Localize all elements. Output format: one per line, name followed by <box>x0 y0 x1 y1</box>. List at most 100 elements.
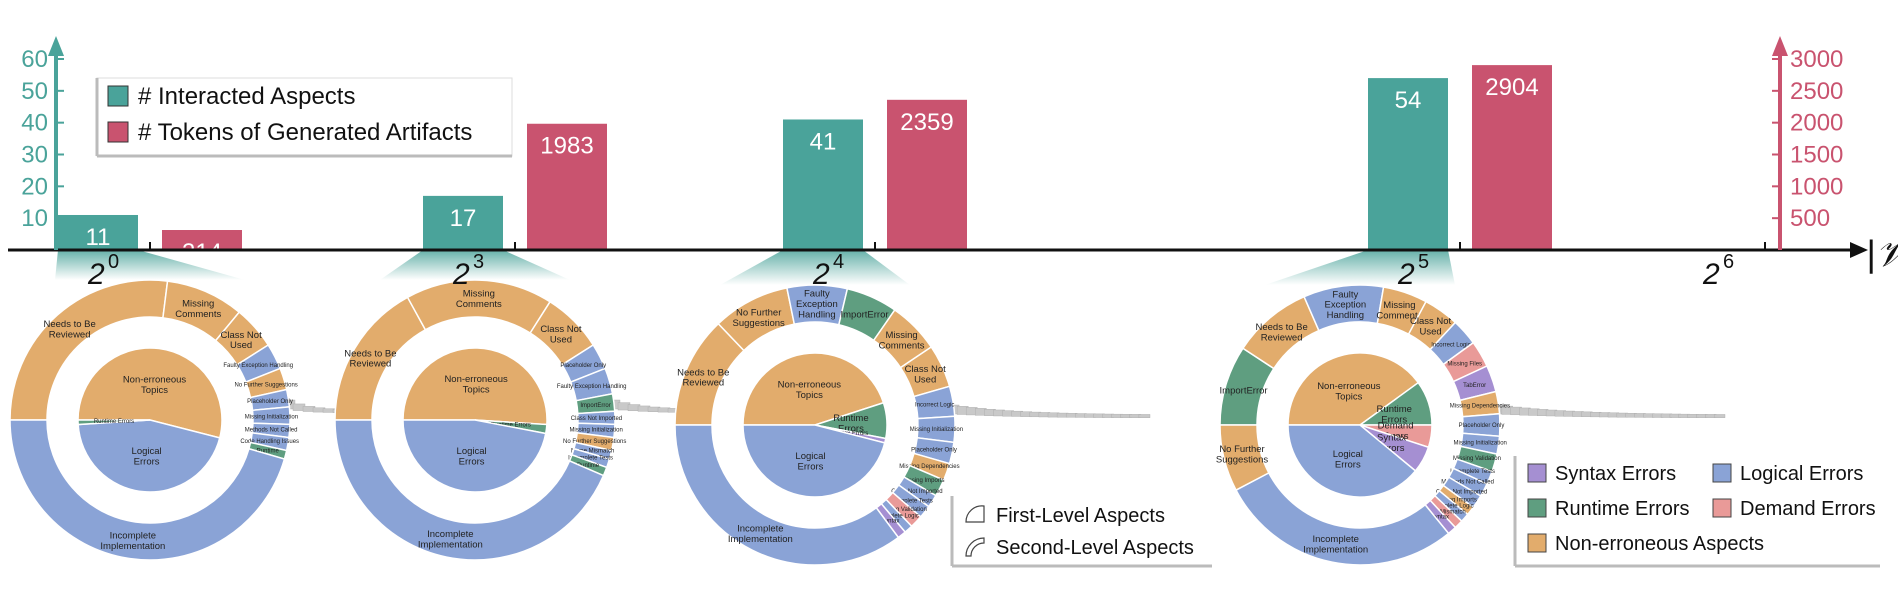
outer-segment-label: Methods Not Called <box>245 428 298 434</box>
outer-segment-label: TabError <box>1463 383 1486 389</box>
outer-segment-label-line: Incomplete <box>737 524 783 535</box>
outer-segment-label-line: Missing Initialization <box>245 414 298 420</box>
outer-segment <box>235 343 282 384</box>
outer-segment-label-line: Methods Not Called <box>245 428 298 434</box>
outer-segment-label: Class Not Used <box>221 330 263 351</box>
outer-segment <box>891 483 930 518</box>
outer-segment-label: Syntax <box>1431 515 1449 521</box>
interacted-aspects-bar <box>783 119 863 250</box>
bar-to-donut-fan <box>720 250 910 285</box>
right-y-axis-arrow <box>1772 36 1788 56</box>
outer-segment-label-line: Needs to Be <box>344 348 396 359</box>
right-y-tick-label: 500 <box>1790 205 1830 232</box>
outer-segment-label-line: Handling <box>798 309 836 320</box>
inner-segment <box>77 419 151 426</box>
donut-0: Non-erroneous Topics Logical Errors Runtime … <box>9 279 299 561</box>
outer-segment-label: ImportError <box>580 403 610 409</box>
tokens-value: 1983 <box>540 133 593 160</box>
x-tick-label: 2 <box>812 258 830 291</box>
outer-segment <box>837 287 896 342</box>
outer-segment-label-line: ImportError <box>1220 386 1268 397</box>
left-y-axis-arrow <box>48 36 64 56</box>
x-tick-label: 2 <box>452 258 470 291</box>
inner-segment-label-line: Errors <box>1379 443 1405 454</box>
outer-segment <box>908 452 951 482</box>
inner-segment-label: Non-erroneous Topics <box>123 374 187 395</box>
outer-segment <box>897 475 937 508</box>
tokens-bar <box>1472 65 1552 250</box>
bar-legend-box <box>96 77 513 157</box>
inner-segment-label-line: Non-erroneous <box>1317 381 1381 392</box>
outer-segment-label-line: Missing Dependencies <box>899 464 959 470</box>
inner-segment-label: Runtime Errors <box>94 419 134 425</box>
outer-segment-label-line: Placeholder Only <box>911 447 957 453</box>
outer-segment-label: Faulty Exception Handling <box>796 288 838 320</box>
outer-segment-label-line: Handling <box>1327 310 1365 321</box>
outer-segment-label: Missing Files <box>1447 362 1482 368</box>
outer-segment-label-line: Incomplete Logic <box>1428 504 1473 510</box>
outer-segment-label: Incorrect Logic <box>915 402 954 408</box>
outer-segment <box>885 491 922 528</box>
category-label: Syntax Errors <box>1555 463 1676 485</box>
category-swatch <box>1712 463 1732 483</box>
bar-to-donut-fan <box>55 250 245 280</box>
outer-segment-label: Class Not Used <box>905 364 947 385</box>
left-y-tick-label: 20 <box>21 173 48 200</box>
outer-segment-label-line: ImportError <box>580 403 610 409</box>
outer-segment-label: Missing Validation <box>1453 456 1501 462</box>
outer-segment <box>717 286 796 352</box>
outer-segment <box>1376 286 1428 336</box>
outer-segment-label-line: Code Handling Issues <box>240 439 299 445</box>
outer-segment <box>1442 476 1482 509</box>
interacted-aspects-value: 11 <box>86 224 111 251</box>
outer-segment-label: Incomplete Tests <box>1450 469 1495 475</box>
inner-segment-label-line: Topics <box>463 385 490 396</box>
right-y-tick-label: 1000 <box>1790 173 1843 200</box>
outer-segment-label-line: Faulty Exception Handling <box>223 363 293 369</box>
inner-segment-label-line: Logical <box>1333 449 1363 460</box>
inner-segment-label: Runtime Errors <box>491 423 531 429</box>
x-axis-arrow <box>1850 242 1868 258</box>
inner-segment-label-line: Runtime Errors <box>94 419 134 425</box>
outer-segment-label-line: Reviewed <box>682 378 724 389</box>
legend-label-tokens: # Tokens of Generated Artifacts <box>138 119 472 146</box>
outer-segment-label-line: Reviewed <box>1261 333 1303 344</box>
outer-segment-label-line: Class Not Imported <box>891 489 942 495</box>
outer-segment-label: No Further Suggestions <box>733 307 786 328</box>
outer-segment-label: Type Mismatch <box>1425 509 1465 515</box>
outer-segment-label: Incorrect Logic <box>1431 343 1470 349</box>
category-label: Demand Errors <box>1740 498 1876 520</box>
outer-segment <box>162 280 241 342</box>
inner-segment-label-line: Errors <box>459 456 485 467</box>
right-y-tick-label: 1500 <box>1790 142 1843 169</box>
inner-segment <box>742 352 885 426</box>
outer-segment-label-line: Missing Initialization <box>569 428 622 434</box>
outer-segment-label: Missing Initialization <box>1454 441 1507 447</box>
category-label: Runtime Errors <box>1555 498 1689 520</box>
outer-segment-label: Needs to Be Reviewed <box>344 348 396 369</box>
outer-segment <box>575 392 616 415</box>
outer-segment-label: Faulty Exception Handling <box>223 363 293 369</box>
outer-segment <box>249 388 291 412</box>
second-level-aspect-label: Second-Level Aspects <box>996 537 1194 559</box>
outer-segment <box>529 300 595 366</box>
second-level-aspect-icon <box>965 537 985 557</box>
outer-segment-label-line: Missing Validation <box>879 507 927 513</box>
outer-segment-label: Incomplete Logic <box>1428 504 1473 510</box>
outer-segment <box>574 432 615 452</box>
outer-segment-label-line: Missing Files <box>1447 362 1482 368</box>
outer-segment-label-line: Missing Imports <box>1435 498 1477 504</box>
first-level-aspect-icon <box>965 505 985 523</box>
first-level-aspect-label: First-Level Aspects <box>996 505 1165 527</box>
inner-segment <box>402 419 547 493</box>
outer-segment-label-line: Incomplete Tests <box>888 498 933 504</box>
outer-segment-label-line: Class Not <box>540 324 582 335</box>
outer-segment-label-line: No Further Suggestions <box>563 439 626 445</box>
outer-segment-label: Missing Dependencies <box>899 464 959 470</box>
outer-segment-label-line: Faulty <box>804 288 830 299</box>
inner-segment <box>1287 352 1420 426</box>
inner-segment <box>1357 381 1433 426</box>
outer-segment-label-line: Suggestions <box>733 318 786 329</box>
